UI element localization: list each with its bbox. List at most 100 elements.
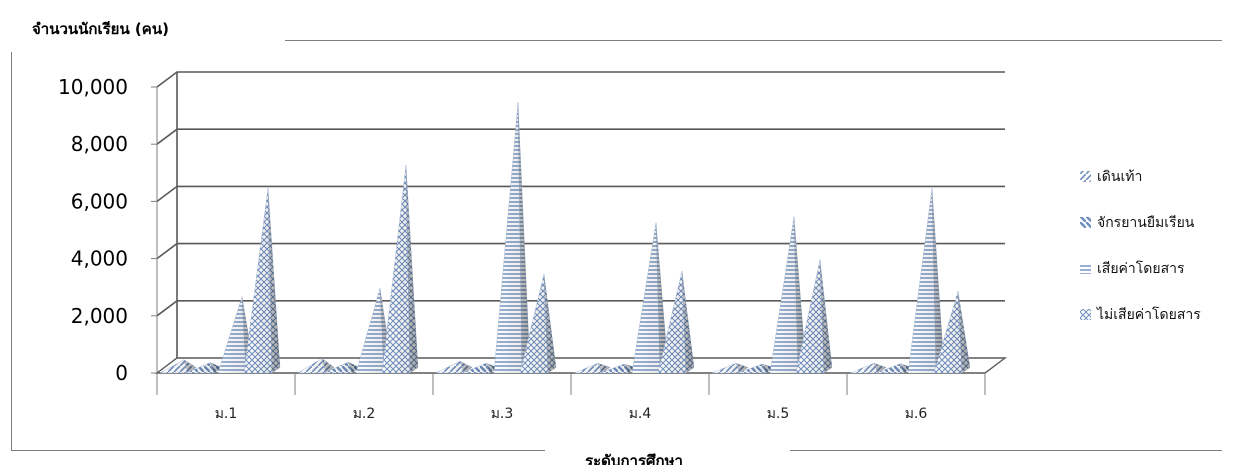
legend-label: จักรยานยืมเรียน xyxy=(1097,215,1195,231)
gridline xyxy=(156,128,1005,145)
bar-5-0 xyxy=(849,362,887,374)
bar-face-front-shade xyxy=(600,364,628,373)
bar-3-0 xyxy=(573,362,611,374)
bar-face-front-shade xyxy=(796,259,824,373)
bar-face-front-shade xyxy=(462,363,490,373)
bar-face-side-shade xyxy=(184,359,196,373)
bar-face-side-shade xyxy=(794,216,806,373)
legend: เดินเท้าจักรยานยืมเรียนเสียค่าโดยสารไม่เ… xyxy=(1080,169,1201,323)
bar-1-1 xyxy=(323,361,361,374)
bar-face-front-shade xyxy=(356,288,384,373)
bar-face-side-shade xyxy=(598,363,610,373)
bar-1-0 xyxy=(297,357,335,374)
bar-face-front-shade xyxy=(436,361,464,373)
bar-1-3 xyxy=(381,165,419,374)
bar-3-2 xyxy=(631,222,669,374)
bar-face-side-shade xyxy=(874,363,886,373)
bar-face-front-shade xyxy=(934,291,962,373)
bar-face-side-shade xyxy=(932,188,944,373)
bar-4-0 xyxy=(711,362,749,374)
bar-3-3 xyxy=(657,271,695,374)
bar-face-front-shade xyxy=(712,363,740,373)
bar-face-side-shade xyxy=(624,364,636,373)
bar-5-3 xyxy=(933,291,971,374)
bar-3-1 xyxy=(599,363,637,374)
bar-face-side-shade xyxy=(348,362,360,373)
x-tick-label: ม.3 xyxy=(491,406,514,422)
x-tick-label: ม.2 xyxy=(353,406,376,422)
x-tick-label: ม.6 xyxy=(905,406,928,422)
bar-face-front-shade xyxy=(520,273,548,373)
bar-face-side-shade xyxy=(268,188,280,373)
bar-1-2 xyxy=(355,288,393,374)
y-tick-label: 10,000 xyxy=(58,75,128,99)
y-tick-label: 2,000 xyxy=(71,304,128,328)
gridline xyxy=(156,185,1005,203)
x-tick-label: ม.1 xyxy=(215,406,238,422)
x-tick-label: ม.5 xyxy=(767,406,790,422)
bar-4-3 xyxy=(795,259,833,374)
bar-series xyxy=(159,102,971,374)
bar-face-front-shade xyxy=(186,362,214,373)
bar-face-side-shade xyxy=(322,358,334,373)
bar-face-front-shade xyxy=(494,102,522,373)
bar-2-0 xyxy=(435,360,473,374)
bar-face-side-shade xyxy=(518,102,530,373)
bar-face-front-shade xyxy=(298,358,326,373)
y-tick-labels: 0 2,000 4,000 6,000 8,000 10,000 xyxy=(58,75,128,385)
legend-swatch xyxy=(1080,263,1091,274)
bar-face-side-shade xyxy=(406,165,418,373)
bar-face-side-shade xyxy=(682,271,694,373)
y-tick-label: 4,000 xyxy=(71,247,128,271)
bar-2-2 xyxy=(493,102,531,374)
bar-face-front-shade xyxy=(382,165,410,373)
bar-face-front-shade xyxy=(658,271,686,373)
bar-face-front-shade xyxy=(632,222,660,373)
y-axis-title: จำนวนนักเรียน (คน) xyxy=(32,20,169,38)
bar-face-side-shade xyxy=(900,363,912,373)
bar-face-front-shade xyxy=(574,363,602,373)
bar-5-2 xyxy=(907,188,945,374)
gridline xyxy=(156,300,1005,317)
bar-face-front-shade xyxy=(770,216,798,373)
bar-face-front-shade xyxy=(850,363,878,373)
bar-face-front-shade xyxy=(324,362,352,373)
bar-2-3 xyxy=(519,273,557,374)
x-tick-label: ม.4 xyxy=(629,406,652,422)
y-tick-label: 0 xyxy=(115,361,128,385)
gridline xyxy=(156,242,1005,260)
bar-face-front-shade xyxy=(244,188,272,373)
legend-swatch xyxy=(1080,217,1091,228)
bar-0-3 xyxy=(243,188,281,374)
bar-face-front-shade xyxy=(738,364,766,373)
bar-face-side-shade xyxy=(460,361,472,373)
bar-4-2 xyxy=(769,216,807,374)
bar-face-side-shade xyxy=(486,363,498,373)
gridline xyxy=(156,71,1005,88)
bar-2-1 xyxy=(461,362,499,374)
bar-face-side-shade xyxy=(544,273,556,373)
bar-face-side-shade xyxy=(736,363,748,373)
bar-face-front-shade xyxy=(218,296,246,373)
bar-face-front-shade xyxy=(160,359,188,373)
bar-face-side-shade xyxy=(762,364,774,373)
bar-face-side-shade xyxy=(210,362,222,373)
legend-label: ไม่เสียค่าโดยสาร xyxy=(1096,306,1201,323)
legend-swatch xyxy=(1080,171,1091,182)
bar-4-1 xyxy=(737,363,775,374)
bar-face-front-shade xyxy=(876,363,904,373)
x-axis-title: ระดับการศึกษา xyxy=(585,452,683,465)
bar-face-side-shade xyxy=(958,291,970,373)
bar-5-1 xyxy=(875,363,913,374)
bar-face-side-shade xyxy=(656,222,668,373)
legend-label: เสียค่าโดยสาร xyxy=(1097,260,1185,277)
y-tick-label: 8,000 xyxy=(71,132,128,156)
bar-face-side-shade xyxy=(820,259,832,373)
y-tick-label: 6,000 xyxy=(71,189,128,213)
gridlines xyxy=(151,71,1005,374)
bar-face-front-shade xyxy=(908,188,936,373)
legend-label: เดินเท้า xyxy=(1097,169,1142,185)
x-tick-labels: ม.1 ม.2 ม.3 ม.4 ม.5 ม.6 xyxy=(156,373,986,422)
